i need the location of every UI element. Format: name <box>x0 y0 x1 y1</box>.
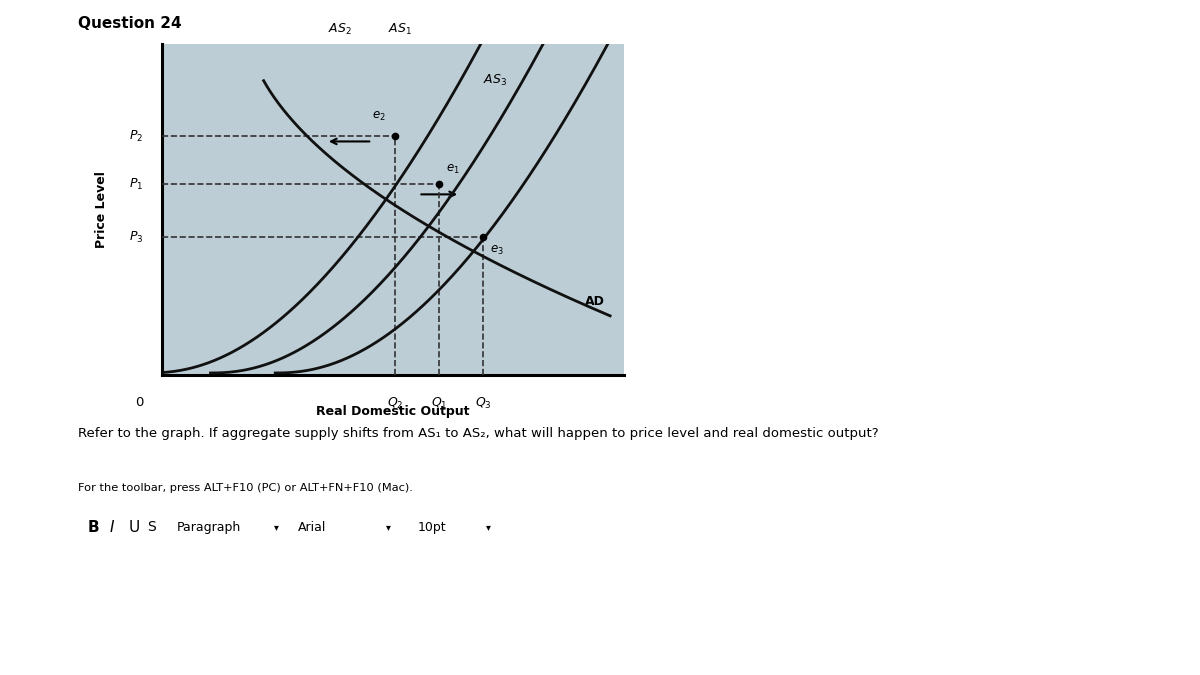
Text: AD: AD <box>584 296 605 308</box>
Text: S: S <box>148 520 156 534</box>
Text: Arial: Arial <box>298 520 326 534</box>
Text: $P_1$: $P_1$ <box>130 177 144 192</box>
Text: $e_2$: $e_2$ <box>372 110 386 124</box>
Text: 10pt: 10pt <box>418 520 446 534</box>
Text: I: I <box>109 520 114 535</box>
Text: ▾: ▾ <box>386 522 391 532</box>
Text: $AS_1$: $AS_1$ <box>388 22 412 37</box>
Text: $AS_3$: $AS_3$ <box>484 73 508 88</box>
Text: U: U <box>128 520 139 535</box>
Text: $e_3$: $e_3$ <box>490 244 504 257</box>
Text: $AS_2$: $AS_2$ <box>328 22 352 37</box>
Text: 0: 0 <box>136 396 144 409</box>
Text: $Q_1$: $Q_1$ <box>431 396 448 411</box>
Text: Question 24: Question 24 <box>78 16 181 30</box>
X-axis label: Real Domestic Output: Real Domestic Output <box>317 405 469 418</box>
Text: $Q_3$: $Q_3$ <box>475 396 492 411</box>
Text: Paragraph: Paragraph <box>176 520 241 534</box>
Text: ▾: ▾ <box>274 522 278 532</box>
Text: $e_1$: $e_1$ <box>446 163 460 176</box>
Text: $P_3$: $P_3$ <box>130 230 144 245</box>
Text: $Q_2$: $Q_2$ <box>388 396 403 411</box>
Text: $P_2$: $P_2$ <box>130 129 144 144</box>
Text: B: B <box>88 520 100 535</box>
Text: Price Level: Price Level <box>96 171 108 248</box>
Text: For the toolbar, press ALT+F10 (PC) or ALT+FN+F10 (Mac).: For the toolbar, press ALT+F10 (PC) or A… <box>78 483 413 493</box>
Text: ▾: ▾ <box>486 522 491 532</box>
Text: Refer to the graph. If aggregate supply shifts from AS₁ to AS₂, what will happen: Refer to the graph. If aggregate supply … <box>78 427 878 439</box>
